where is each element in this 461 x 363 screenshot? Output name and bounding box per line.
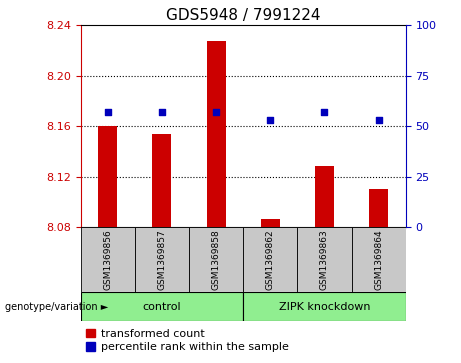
Point [321,109,328,115]
Text: ZIPK knockdown: ZIPK knockdown [279,302,370,312]
Text: GSM1369864: GSM1369864 [374,229,383,290]
FancyBboxPatch shape [297,227,352,292]
Point [213,109,220,115]
Bar [315,166,334,227]
FancyBboxPatch shape [135,227,189,292]
Text: GSM1369858: GSM1369858 [212,229,221,290]
Text: control: control [142,302,181,312]
FancyBboxPatch shape [189,227,243,292]
FancyBboxPatch shape [81,227,135,292]
Text: GSM1369862: GSM1369862 [266,229,275,290]
Bar [369,189,388,227]
Text: genotype/variation ►: genotype/variation ► [5,302,108,312]
Bar [261,219,280,227]
Text: GSM1369857: GSM1369857 [157,229,166,290]
Bar [153,134,171,227]
Legend: transformed count, percentile rank within the sample: transformed count, percentile rank withi… [86,329,289,352]
Text: GSM1369863: GSM1369863 [320,229,329,290]
Point [158,109,165,115]
Title: GDS5948 / 7991224: GDS5948 / 7991224 [166,8,320,23]
Bar [207,41,225,227]
FancyBboxPatch shape [81,292,243,321]
Point [104,109,112,115]
Point [266,117,274,123]
Text: GSM1369856: GSM1369856 [103,229,112,290]
FancyBboxPatch shape [243,292,406,321]
Bar [98,126,117,227]
FancyBboxPatch shape [243,227,297,292]
Point [375,117,382,123]
FancyBboxPatch shape [352,227,406,292]
